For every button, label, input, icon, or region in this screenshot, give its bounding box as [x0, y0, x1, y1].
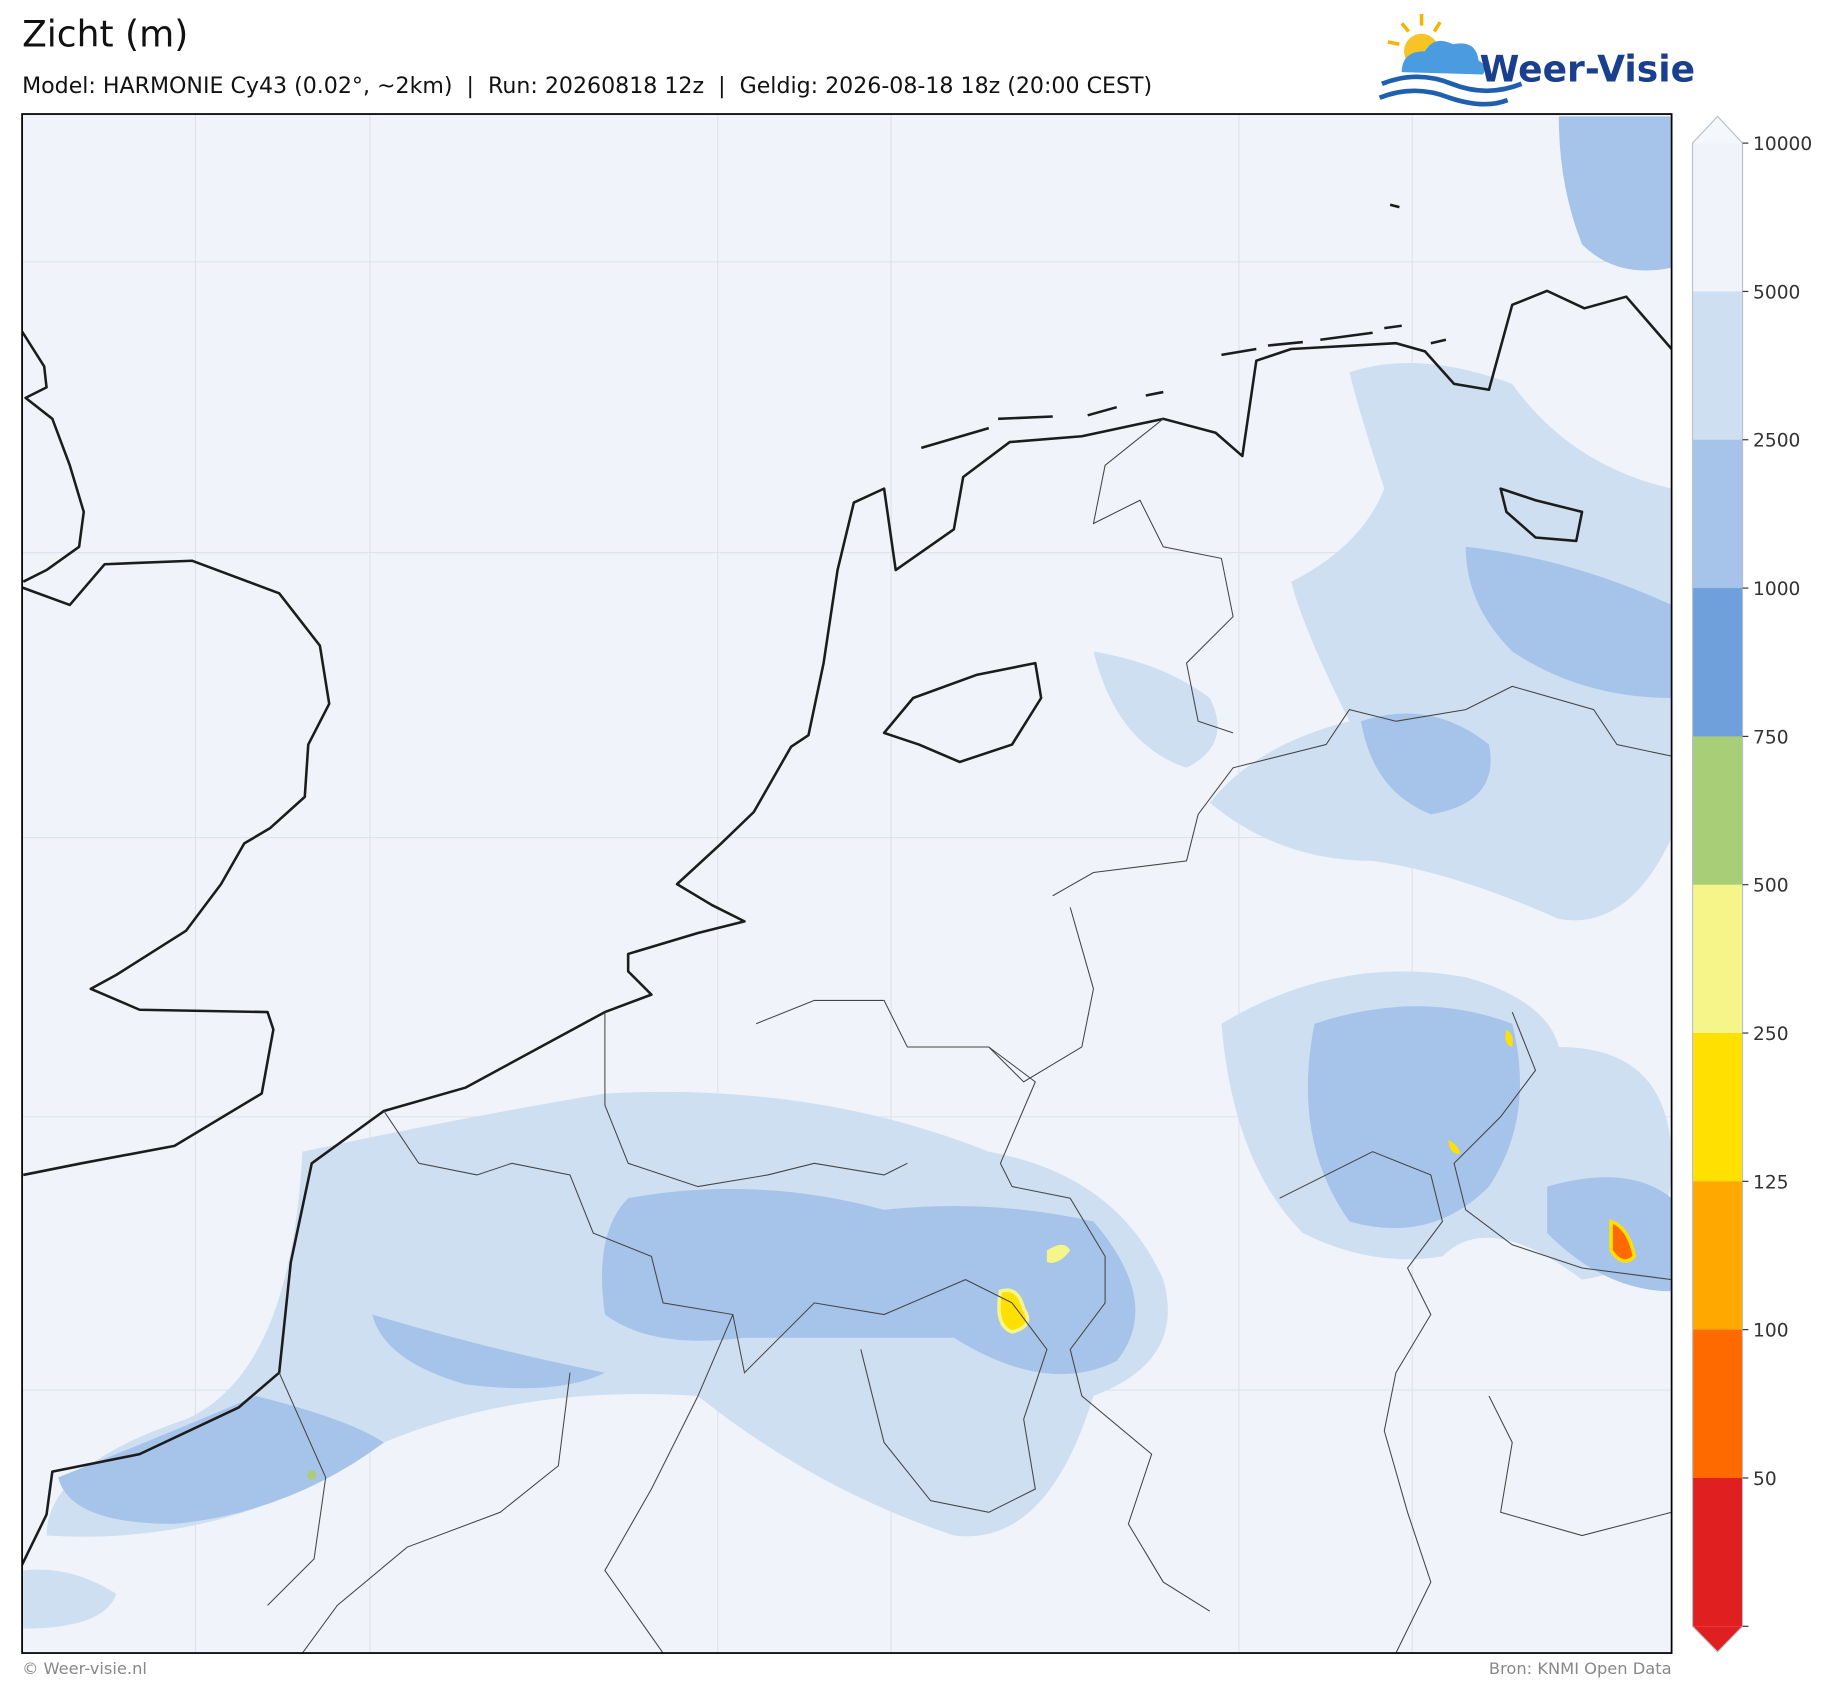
footer-left: © Weer-visie.nl — [22, 1659, 147, 1678]
footer-right: Bron: KNMI Open Data — [1489, 1659, 1672, 1678]
colorbar-tick-label: 5000 — [1753, 282, 1800, 303]
coastlines — [22, 203, 1672, 1566]
colorbar-band — [1692, 736, 1743, 886]
colorbar-band — [1692, 291, 1743, 441]
logo-cloud — [1401, 40, 1485, 75]
colorbar-tick-label: 750 — [1753, 727, 1789, 748]
logo-text: Weer-Visie — [1480, 48, 1695, 90]
colorbar-band — [1692, 143, 1743, 293]
colorbar-band — [1692, 884, 1743, 1034]
logo: Weer-Visie — [1378, 13, 1695, 107]
map-frame — [21, 113, 1673, 1654]
visibility-field — [23, 116, 1672, 1629]
title: Zicht (m) — [22, 14, 188, 56]
colorbar-band — [1692, 1329, 1743, 1479]
colorbar-tick-label: 2500 — [1753, 431, 1800, 452]
colorbar-band — [1692, 439, 1743, 589]
colorbar-extension-top — [1692, 116, 1743, 144]
colorbar-tick-label: 50 — [1753, 1469, 1777, 1490]
colorbar-tick-label: 1000 — [1753, 579, 1800, 600]
logo-sun — [1387, 13, 1442, 46]
map — [21, 113, 1673, 1654]
colorbar-tick-label: 125 — [1753, 1172, 1789, 1193]
colorbar-tick-label: 250 — [1753, 1024, 1789, 1045]
subtitle: Model: HARMONIE Cy43 (0.02°, ~2km) | Run… — [22, 73, 1152, 99]
colorbar-band — [1692, 588, 1743, 737]
colorbar: 10000 5000 2500 1000 750 500 250 125 100 50 — [1691, 115, 1812, 1653]
colorbar-tick-label: 10000 — [1753, 134, 1812, 155]
logo-waves — [1378, 74, 1523, 107]
colorbar-tick-label: 500 — [1753, 876, 1789, 897]
borders — [267, 418, 1672, 1654]
colorbar-band — [1692, 1033, 1743, 1182]
colorbar-band — [1692, 1181, 1743, 1331]
low-visibility-spots — [307, 1029, 1637, 1480]
colorbar-band — [1692, 1477, 1743, 1627]
colorbar-tick-label: 100 — [1753, 1321, 1789, 1342]
colorbar-extension-bottom — [1692, 1626, 1743, 1652]
